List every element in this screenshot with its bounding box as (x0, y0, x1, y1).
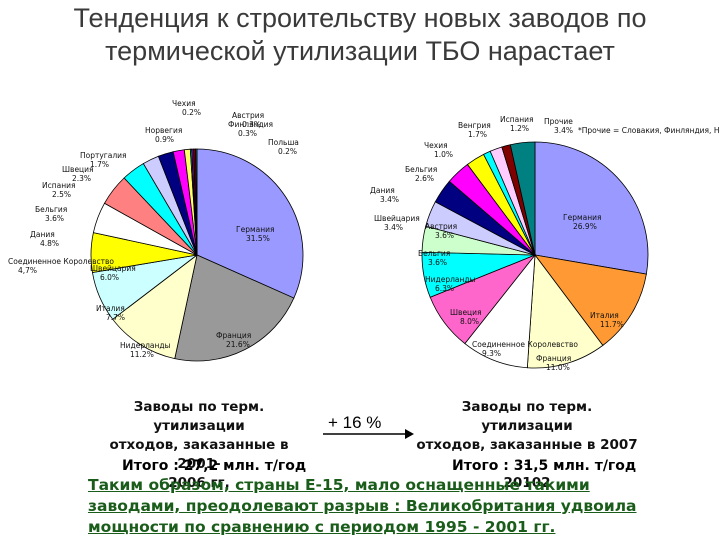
title-line-1: Тенденция к строительству новых заводов … (73, 3, 647, 33)
caption-right-line: отходов, заказанные в 2007 – (416, 437, 638, 472)
pie1-label: Соединенное Королевство 4,7% (8, 257, 114, 275)
caption-left: Заводы по терм. утилизации отходов, зака… (88, 398, 310, 493)
pie2-label: Италия 11.7% (590, 311, 624, 329)
pie1-label: Италия 7.7% (96, 304, 125, 322)
pie-slice-2 (174, 254, 295, 362)
pie1-label: Нидерланды 11.2% (120, 341, 171, 359)
pie2-label: Нидерланды 6.3% (425, 275, 476, 293)
pie-2001-2006 (90, 148, 304, 362)
total-left: Итого : 27,2 млн. т/год (122, 458, 307, 474)
conclusion-line: заводами, преодолевают разрыв : Великобр… (88, 497, 637, 515)
pie1-label: Швейцария 6.0% (90, 264, 136, 282)
pie2-label: Дания 3.4% (370, 186, 399, 204)
slide-title: Тенденция к строительству новых заводов … (0, 2, 720, 68)
conclusion-line: мощности по сравнению с периодом 1995 - … (88, 518, 556, 536)
pie-2001-2006-labels: Чехия 0.2% Австрия 0.3% Норвегия 0.9% Финлянди… (8, 99, 299, 359)
pie-slice-16 (195, 148, 198, 256)
pie-slice-3 (112, 254, 198, 360)
pie-slice-1 (534, 141, 649, 275)
pie2-label: Венгрия 1.7% (458, 121, 491, 139)
total-right: Итого : 31,5 млн. т/год (452, 458, 637, 474)
caption-left-line: отходов, заказанные в 2001- (109, 437, 289, 472)
pie1-label: Норвегия 0.9% (145, 126, 182, 144)
caption-right-line: Заводы по терм. утилизации (461, 399, 593, 434)
pie2-label: Чехия 1.0% (424, 141, 453, 159)
pie2-label: Испания 1.2% (500, 115, 534, 133)
pie1-label: Польша 0.2% (268, 138, 299, 156)
pie1-label: Чехия 0.2% (172, 99, 201, 117)
pie2-label: Соединенное Королевство 9.3% (472, 340, 578, 358)
others-note: *Прочие = Словакия, Финляндия, Нормандск… (578, 126, 720, 135)
caption-right-line: 20102 (503, 475, 551, 491)
pie-slice-15 (509, 141, 536, 256)
pie1-label: Франция 21.6% (216, 331, 251, 349)
pie-2007-2010-labels: Германия 26.9% Италия 11.7% Франция 11.0%Соед… (370, 115, 624, 372)
pie2-label: Австрия 3.6% (425, 222, 457, 240)
caption-left-line: Заводы по терм. утилизации (133, 399, 265, 434)
pie-2007-2010 (421, 141, 649, 369)
conclusion-text: Таким образом, страны Е-15, мало оснащен… (88, 475, 718, 538)
pie2-label: Бельгия 3.6% (418, 249, 450, 267)
pie2-label: Франция 11.0% (536, 354, 571, 372)
pie1-label: Финляндия 0.3% (228, 120, 273, 138)
pie2-label: Прочие 3.4% (544, 117, 573, 135)
growth-label: + 16 % (328, 413, 382, 432)
pie2-label: Швейцария 3.4% (374, 214, 420, 232)
pie1-label: Португалия 1.7% (80, 151, 127, 169)
title-line-2: термической утилизации ТБО нарастает (105, 36, 615, 66)
pie-slice-1 (196, 148, 304, 299)
pie2-label: Бельгия 2.6% (405, 165, 437, 183)
pie1-label: Испания 2.5% (42, 181, 76, 199)
pie1-label: Бельгия 3.6% (35, 205, 67, 223)
pie1-label: Дания 4.8% (30, 230, 59, 248)
pie1-label: Германия 31.5% (236, 225, 275, 243)
caption-left-line: 2006 гг. (168, 475, 230, 491)
pie-slice-3 (526, 253, 604, 369)
conclusion-line: Таким образом, страны Е-15, мало оснащен… (88, 476, 590, 494)
pie2-label: Германия 26.9% (563, 213, 602, 231)
arrow-icon (323, 429, 414, 439)
pie-slice-2 (534, 254, 647, 346)
pie1-label: Австрия 0.3% (232, 111, 264, 129)
pie2-label: Швеция 8.0% (450, 308, 482, 326)
caption-right: Заводы по терм. утилизации отходов, зака… (414, 398, 640, 493)
pie1-label: Швеция 2.3% (62, 165, 94, 183)
